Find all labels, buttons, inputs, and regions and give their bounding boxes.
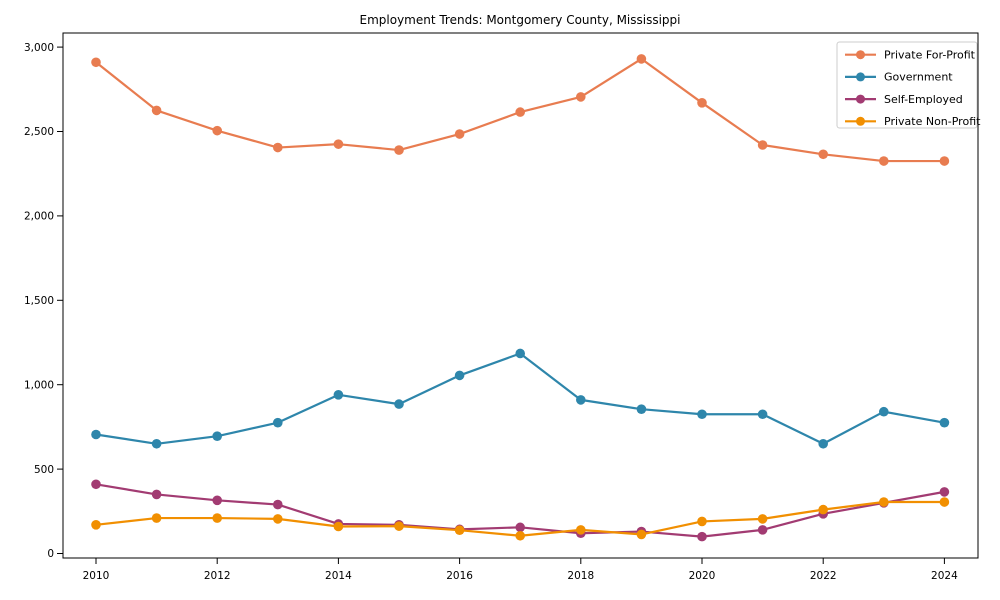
series-private-for-profit [91,54,950,166]
marker-self-employed-2020 [697,531,707,542]
marker-private-non-profit-2015 [394,521,404,531]
x-tick-label: 2012 [204,570,231,582]
marker-private-for-profit-2024 [939,156,950,166]
marker-private-non-profit-2013 [273,514,283,524]
x-tick-label: 2010 [83,570,110,582]
legend-label: Private For-Profit [884,49,976,62]
y-tick-label: 0 [47,548,54,560]
marker-private-for-profit-2019 [636,54,647,64]
x-tick-label: 2024 [931,570,958,582]
marker-government-2022 [818,438,828,449]
y-tick-label: 2,500 [24,126,54,138]
marker-government-2015 [394,399,404,409]
marker-private-for-profit-2014 [333,139,344,149]
x-tick-label: 2014 [325,570,352,582]
legend-marker-swatch [856,72,865,82]
marker-private-for-profit-2022 [818,149,828,160]
line-government [94,352,946,445]
legend-item-private-non-profit: Private Non-Profit [845,115,981,128]
marker-government-2018 [576,395,586,405]
series-private-non-profit [91,497,950,541]
marker-private-non-profit-2022 [818,504,828,515]
marker-government-2013 [273,417,283,428]
marker-private-for-profit-2010 [91,57,101,68]
marker-private-for-profit-2012 [212,125,222,136]
y-tick-label: 3,000 [24,42,54,54]
marker-private-non-profit-2023 [879,497,889,507]
marker-government-2010 [91,429,101,440]
marker-private-non-profit-2016 [454,525,465,536]
legend-label: Government [884,71,953,84]
x-tick-label: 2020 [689,570,716,582]
marker-self-employed-2010 [91,479,101,490]
marker-self-employed-2017 [515,522,525,533]
axes-layer: 0 500 1,000 1,500 2,000 2,500 3,000 2010 2012 201… [24,42,958,582]
x-tick-label: 2016 [446,570,473,582]
marker-private-for-profit-2021 [757,140,768,150]
marker-private-non-profit-2021 [757,514,768,524]
marker-private-non-profit-2017 [515,530,525,541]
marker-private-for-profit-2017 [515,107,525,117]
marker-private-for-profit-2020 [697,98,707,108]
marker-private-non-profit-2019 [636,529,647,540]
marker-government-2019 [636,404,647,414]
marker-private-for-profit-2011 [151,105,162,116]
x-tick-label: 2022 [810,570,837,582]
legend-marker-swatch [856,94,865,104]
marker-government-2021 [757,409,768,420]
x-tick-label: 2018 [567,570,594,582]
marker-private-for-profit-2016 [454,129,465,139]
marker-self-employed-2021 [757,525,768,535]
marker-self-employed-2012 [212,495,222,506]
legend-item-self-employed: Self-Employed [845,93,963,106]
y-tick-label: 2,000 [24,211,54,223]
legend-box [836,41,978,129]
legend: Private For-Profit Government Self-Employe… [836,41,981,129]
marker-self-employed-2024 [939,487,950,497]
marker-government-2020 [697,409,707,420]
legend-item-government: Government [845,71,953,84]
marker-government-2023 [879,406,889,417]
marker-private-non-profit-2010 [91,520,101,530]
marker-private-for-profit-2013 [273,142,283,153]
chart-title: Employment Trends: Montgomery County, Mi… [360,13,681,27]
marker-government-2017 [515,348,525,359]
marker-self-employed-2011 [151,489,162,500]
marker-private-non-profit-2024 [939,497,950,507]
marker-private-for-profit-2015 [394,145,404,155]
series-government [91,348,950,449]
y-tick-label: 500 [34,464,54,476]
series-layer [91,54,950,542]
plot-frame [62,32,979,559]
legend-item-private-for-profit: Private For-Profit [845,49,976,62]
marker-private-non-profit-2020 [697,516,707,527]
y-tick-label: 1,500 [24,295,54,307]
marker-government-2012 [212,431,222,441]
y-tick-label: 1,000 [24,379,54,391]
marker-private-for-profit-2023 [879,156,889,166]
marker-private-non-profit-2018 [576,525,586,535]
marker-private-for-profit-2018 [576,92,586,102]
marker-private-non-profit-2011 [151,513,162,523]
marker-government-2011 [151,438,162,449]
marker-government-2024 [939,417,950,428]
marker-government-2016 [454,370,465,381]
marker-government-2014 [333,390,344,400]
legend-label: Private Non-Profit [884,115,981,128]
legend-marker-swatch [856,116,865,126]
marker-self-employed-2013 [273,499,283,510]
legend-label: Self-Employed [884,93,963,106]
legend-marker-swatch [856,50,865,60]
marker-private-non-profit-2014 [333,521,344,532]
marker-private-non-profit-2012 [212,513,222,523]
